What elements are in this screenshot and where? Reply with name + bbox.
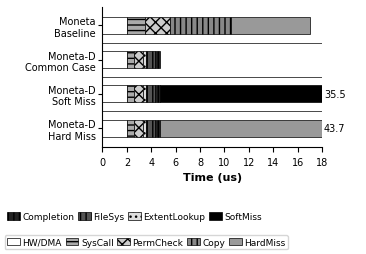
Bar	[146, 86, 155, 103]
Bar	[146, 120, 155, 137]
Bar	[134, 86, 143, 103]
Bar	[143, 120, 146, 137]
Bar	[155, 120, 160, 137]
Legend: Completion, FileSys, ExtentLookup, SoftMiss: Completion, FileSys, ExtentLookup, SoftM…	[4, 210, 265, 224]
Legend: HW/DMA, SysCall, PermCheck, Copy, HardMiss: HW/DMA, SysCall, PermCheck, Copy, HardMi…	[4, 235, 288, 249]
Bar	[143, 52, 146, 69]
Bar	[127, 120, 134, 137]
Bar	[145, 18, 169, 35]
Bar	[134, 52, 143, 69]
Bar	[146, 52, 155, 69]
Text: 43.7: 43.7	[324, 124, 346, 134]
Bar	[134, 120, 143, 137]
Bar	[231, 18, 310, 35]
Bar	[169, 18, 231, 35]
Bar	[155, 52, 160, 69]
X-axis label: Time (us): Time (us)	[183, 172, 242, 182]
Bar	[127, 86, 134, 103]
Bar	[143, 86, 146, 103]
Bar	[160, 120, 366, 137]
Bar	[127, 18, 145, 35]
Bar	[102, 52, 127, 69]
Bar	[160, 86, 366, 103]
Bar	[102, 120, 127, 137]
Bar	[102, 86, 127, 103]
Bar	[127, 52, 134, 69]
Bar	[155, 86, 160, 103]
Text: 35.5: 35.5	[324, 89, 346, 100]
Bar	[102, 18, 127, 35]
